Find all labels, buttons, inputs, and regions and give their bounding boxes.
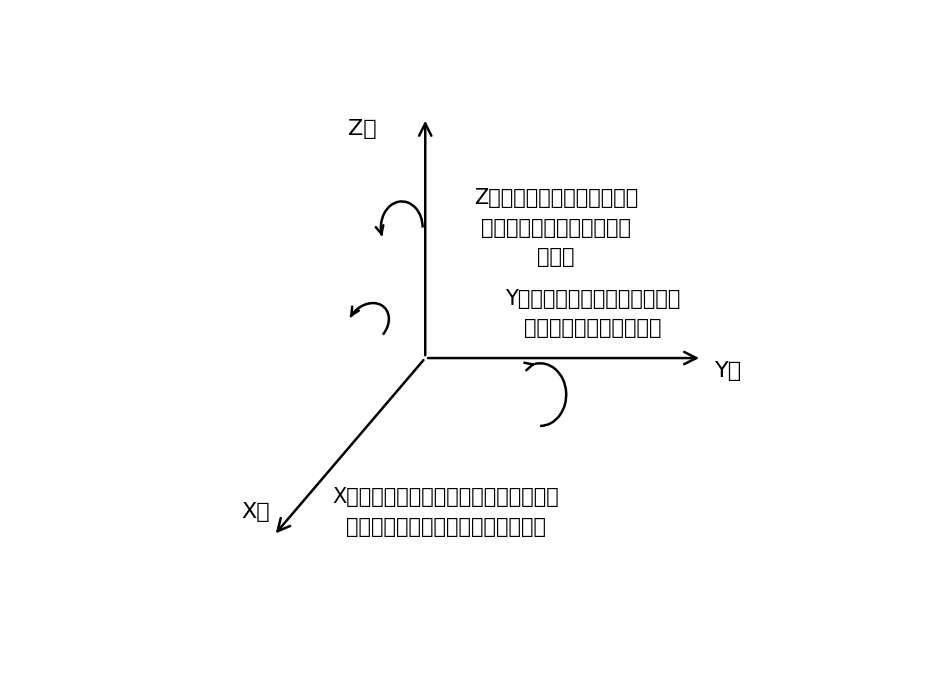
Text: Z轴转角，包括方位地理角、
航向、方位轴转角、方位机
电误差: Z轴转角，包括方位地理角、 航向、方位轴转角、方位机 电误差 <box>474 188 638 267</box>
Text: X轴转角，包括俯仰地理角、纵倾角、纵
倾误差、俯仰轴转角、俯仰机电误差: X轴转角，包括俯仰地理角、纵倾角、纵 倾误差、俯仰轴转角、俯仰机电误差 <box>333 487 560 537</box>
Text: Y轴: Y轴 <box>715 361 743 381</box>
Text: Z轴: Z轴 <box>348 119 377 139</box>
Text: Y轴转角，包括横倾角、横倾误
差、方位俯仰不正交误差: Y轴转角，包括横倾角、横倾误 差、方位俯仰不正交误差 <box>505 289 680 338</box>
Text: X轴: X轴 <box>241 502 270 522</box>
